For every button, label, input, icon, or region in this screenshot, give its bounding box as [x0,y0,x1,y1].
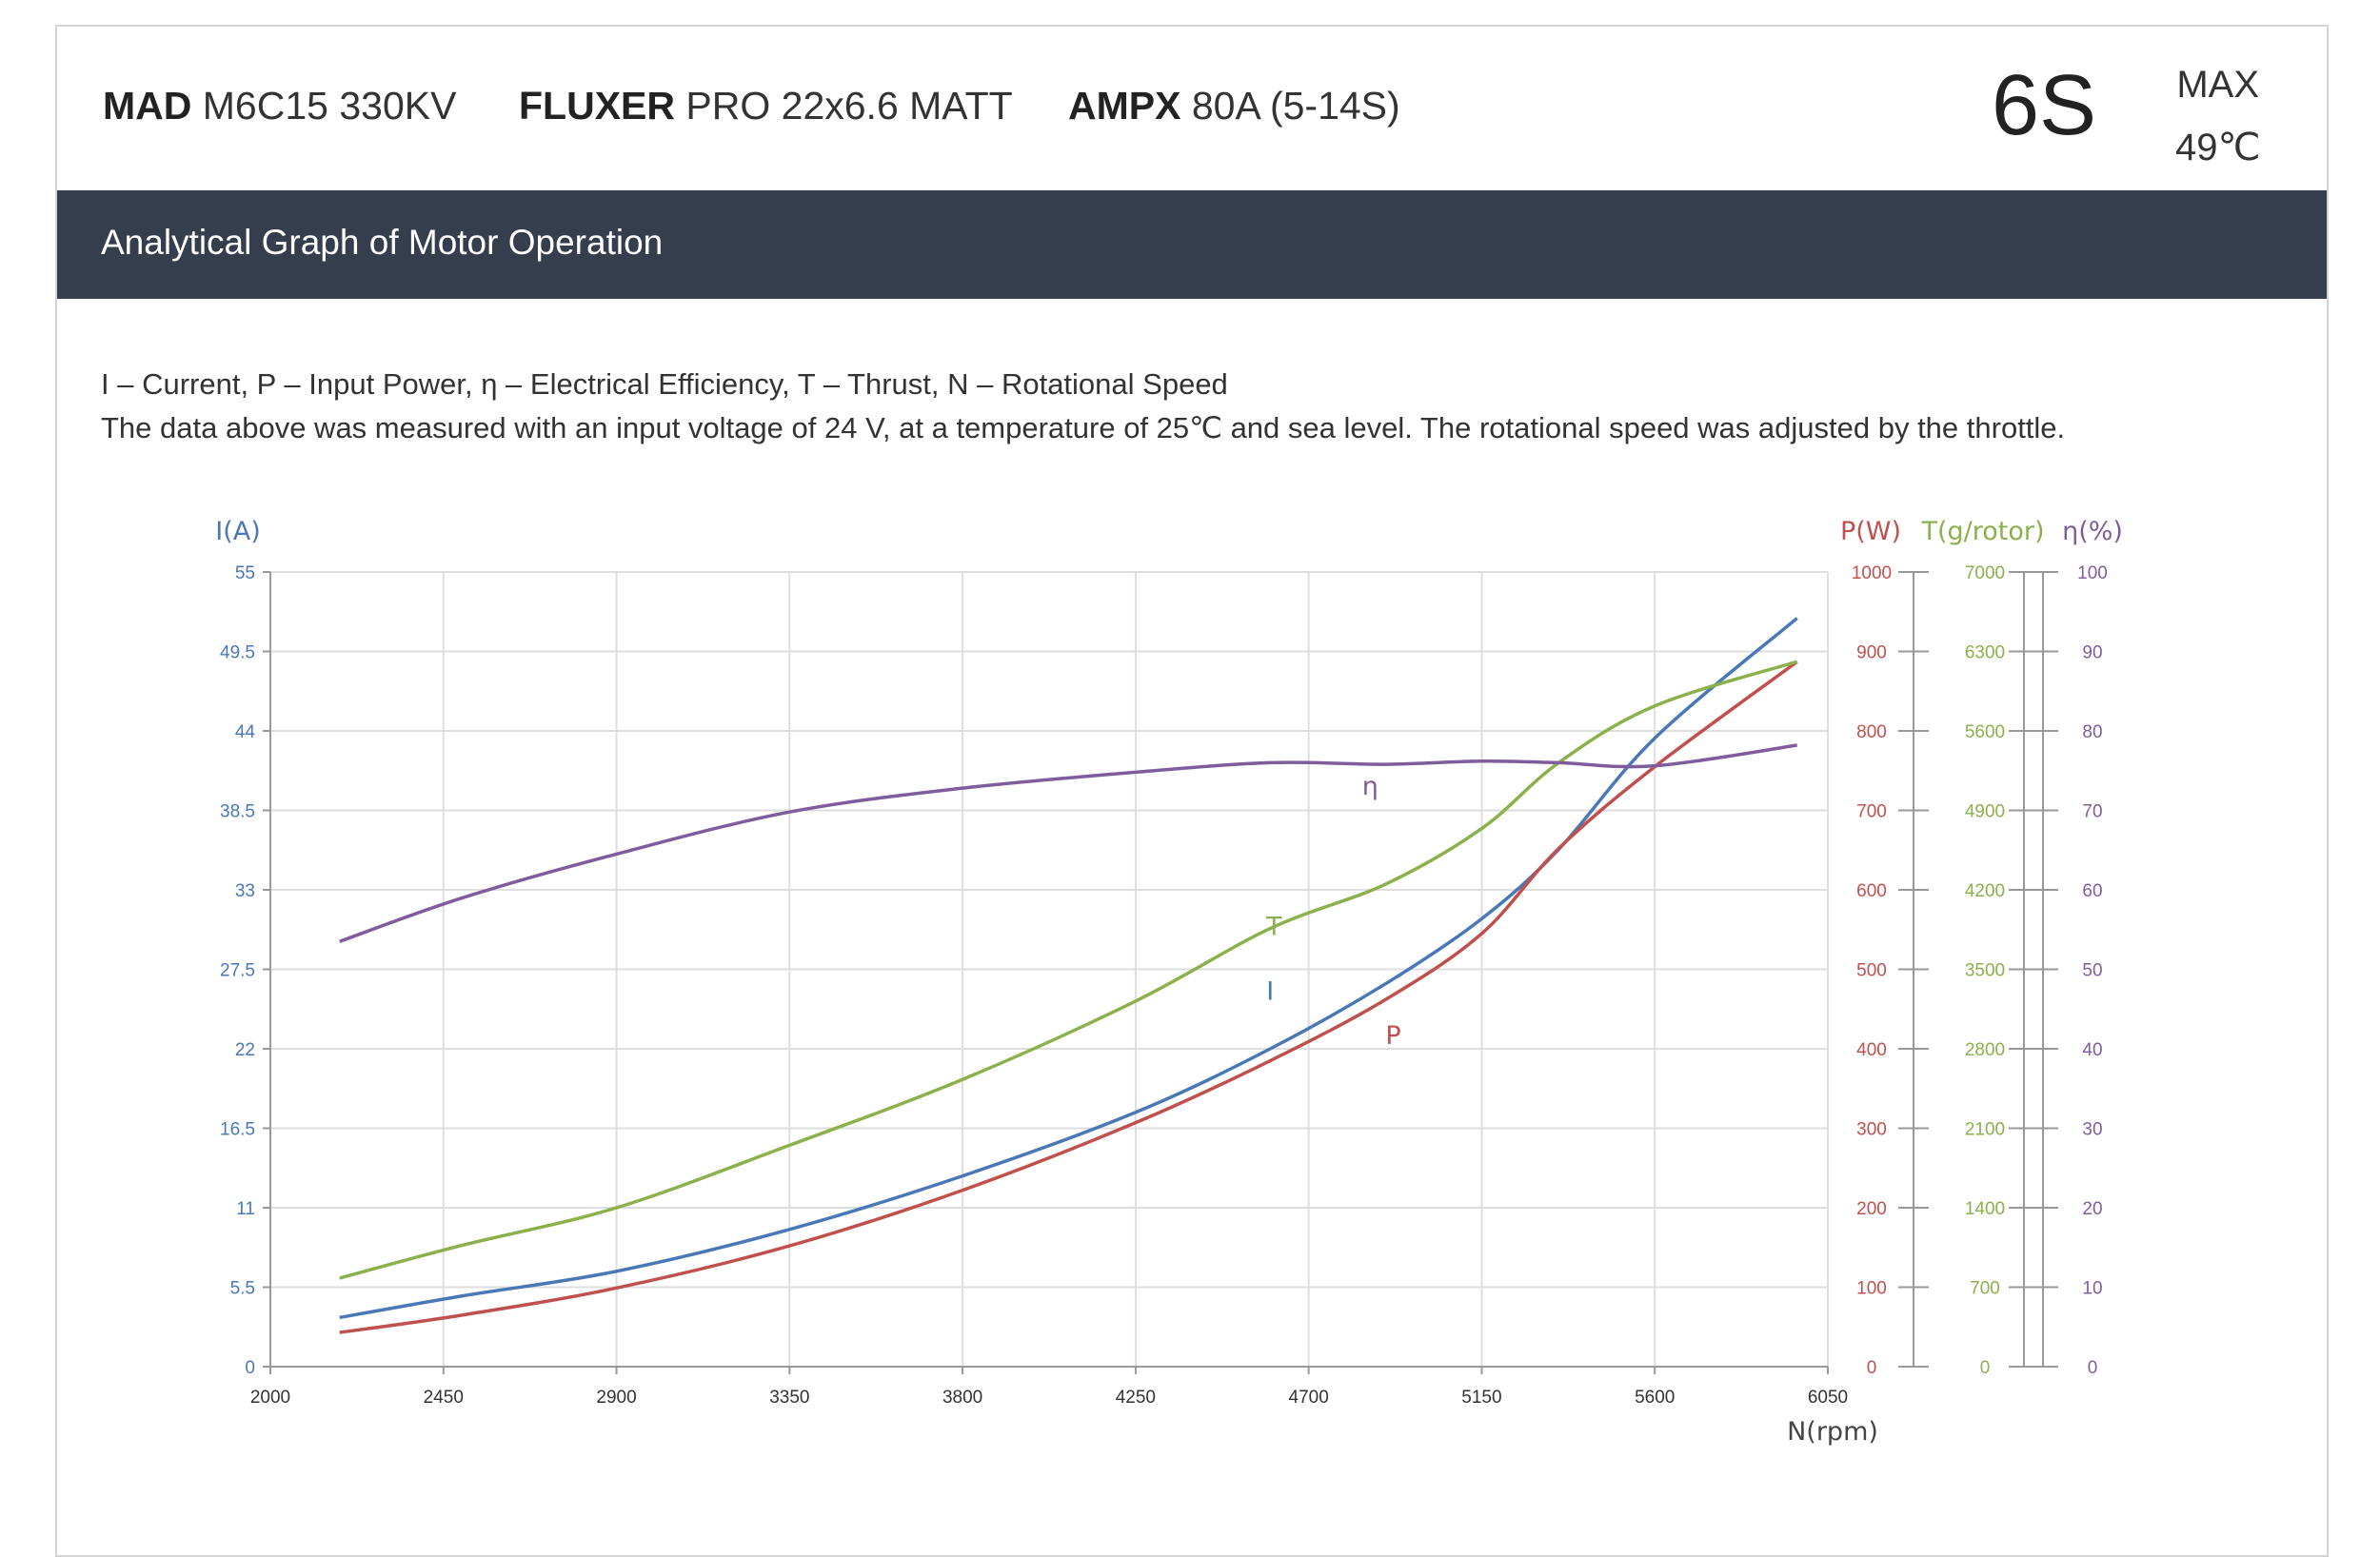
y-tick-label-thrust: 1400 [1965,1199,2005,1219]
x-tick-label: 2900 [596,1388,636,1408]
motor-spec: MAD M6C15 330KV [103,84,456,128]
series-label-efficiency: η [1362,772,1378,801]
y-tick-label-power: 1000 [1852,563,1892,583]
notes-line-2: The data above was measured with an inpu… [101,411,2066,444]
y-tick-label-current: 55 [235,563,255,583]
y-tick-label-thrust: 700 [1970,1279,2000,1299]
max-temp-box: MAX 49℃ [2175,53,2260,179]
esc-spec: AMPX 80A (5-14S) [1068,84,1400,128]
y-tick-label-power: 0 [1867,1358,1877,1378]
notes-line-1: I – Current, P – Input Power, η – Electr… [101,367,1228,401]
x-tick-label: 3350 [769,1388,809,1408]
y-tick-label-efficiency: 70 [2082,802,2102,822]
y-tick-label-current: 27.5 [220,961,255,981]
esc-brand: AMPX [1068,84,1181,128]
y-axis-title-current: I(A) [215,517,261,546]
y-tick-label-efficiency: 30 [2082,1120,2102,1140]
prop-spec: FLUXER PRO 22x6.6 MATT [519,84,1013,128]
y-tick-label-current: 5.5 [230,1279,255,1299]
y-tick-label-power: 200 [1856,1199,1887,1219]
y-tick-label-power: 600 [1856,881,1887,901]
prop-brand: FLUXER [519,84,675,128]
y-tick-label-efficiency: 90 [2082,643,2102,663]
series-label-thrust: T [1265,913,1282,942]
x-tick-label: 5150 [1461,1388,1501,1408]
y-tick-label-current: 11 [236,1199,255,1219]
y-tick-label-current: 38.5 [220,802,255,822]
motor-brand: MAD [103,84,192,128]
y-tick-label-current: 49.5 [220,643,255,663]
y-tick-label-thrust: 2100 [1965,1120,2005,1140]
x-tick-label: 3800 [942,1388,982,1408]
y-tick-label-thrust: 3500 [1965,961,2005,981]
y-tick-label-thrust: 5600 [1965,722,2005,742]
y-tick-label-efficiency: 60 [2082,881,2102,901]
voltage-label: 6S [1992,58,2097,153]
series-label-power: P [1385,1021,1400,1051]
y-tick-label-thrust: 4900 [1965,802,2005,822]
y-tick-label-current: 0 [245,1358,255,1378]
x-tick-label: 2450 [424,1388,464,1408]
y-tick-label-efficiency: 100 [2077,563,2108,583]
y-tick-label-thrust: 2800 [1965,1040,2005,1060]
y-tick-label-thrust: 7000 [1965,563,2005,583]
esc-model: 80A (5-14S) [1191,84,1400,128]
banner: Analytical Graph of Motor Operation [57,190,2327,299]
y-tick-label-thrust: 0 [1980,1358,1991,1378]
y-tick-label-efficiency: 10 [2082,1279,2102,1299]
y-tick-label-efficiency: 50 [2082,961,2102,981]
y-tick-label-current: 33 [235,881,255,901]
y-tick-label-current: 44 [235,722,256,742]
y-tick-label-thrust: 4200 [1965,881,2005,901]
series-line-current [339,617,1798,1320]
motor-model: M6C15 330KV [202,84,457,128]
series-label-current: I [1266,976,1274,1006]
x-tick-label: 4700 [1289,1388,1329,1408]
y-tick-label-power: 700 [1856,802,1887,822]
max-temp: 49℃ [2175,127,2261,168]
max-label: MAX [2176,64,2260,106]
y-tick-label-efficiency: 40 [2082,1040,2102,1060]
y-axis-title-thrust: T(g/rotor) [1920,517,2044,546]
y-tick-label-current: 22 [235,1040,255,1060]
y-tick-label-thrust: 6300 [1965,643,2005,663]
x-tick-label: 4250 [1116,1388,1156,1408]
x-tick-label: 5600 [1635,1388,1675,1408]
y-tick-label-efficiency: 80 [2082,722,2102,742]
series-line-efficiency [339,743,1797,943]
series-line-power [339,660,1798,1334]
banner-title: Analytical Graph of Motor Operation [101,223,664,262]
y-axis-title-power: P(W) [1840,517,1901,546]
x-tick-label: 2000 [250,1388,290,1408]
y-axis-title-efficiency: η(%) [2062,517,2123,546]
y-tick-label-current: 16.5 [220,1120,255,1140]
prop-model: PRO 22x6.6 MATT [685,84,1013,128]
x-axis-title: N(rpm) [1787,1417,1878,1447]
header: MAD M6C15 330KV FLUXER PRO 22x6.6 MATT A… [57,27,2327,190]
y-tick-label-power: 500 [1856,961,1887,981]
y-tick-label-efficiency: 0 [2088,1358,2098,1378]
y-tick-label-power: 800 [1856,722,1887,742]
y-tick-label-efficiency: 20 [2082,1199,2102,1219]
y-tick-label-power: 100 [1856,1279,1887,1299]
x-tick-label: 6050 [1808,1388,1848,1408]
y-tick-label-power: 400 [1856,1040,1887,1060]
y-tick-label-power: 900 [1856,643,1887,663]
y-tick-label-power: 300 [1856,1120,1887,1140]
